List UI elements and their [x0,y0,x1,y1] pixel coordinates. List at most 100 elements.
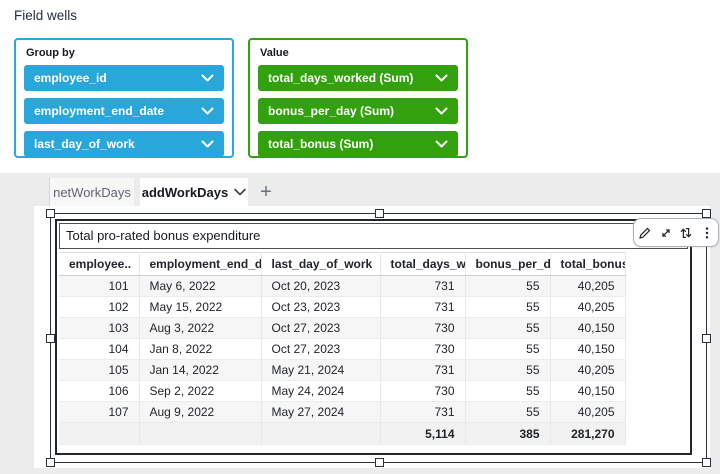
value-label: Value [260,47,289,59]
cell: 55 [465,338,551,360]
table-row: 106 Sep 2, 2022 May 24, 2024 730 55 40,1… [59,380,626,402]
totals-cell: 385 [465,422,551,445]
chevron-down-icon[interactable] [201,74,214,82]
cell: Jan 14, 2022 [139,359,262,381]
table-row: 105 Jan 14, 2022 May 21, 2024 731 55 40,… [59,359,626,381]
cell: May 21, 2024 [261,359,381,381]
cell: 731 [380,275,466,297]
edit-visual-button[interactable] [636,222,654,244]
cell: 105 [59,359,140,381]
pencil-icon [639,227,651,239]
table-row: 103 Aug 3, 2022 Oct 27, 2023 730 55 40,1… [59,317,626,339]
visual-selection-frame [46,209,711,467]
field-pill-bonus-per-day[interactable]: bonus_per_day (Sum) [258,98,458,124]
cell: Aug 9, 2022 [139,401,262,423]
column-header-employment-end-date[interactable]: employment_end_date [139,252,262,276]
field-pill-label: last_day_of_work [34,137,135,151]
selection-handle-bottom-right[interactable] [702,458,711,467]
swap-fields-button[interactable] [677,222,695,244]
sheet-tab-networkdays[interactable]: netWorkDays [49,178,134,206]
selection-handle-top-right[interactable] [702,209,711,218]
field-pill-last-day-of-work[interactable]: last_day_of_work [24,131,224,157]
totals-cell: 5,114 [380,422,466,445]
column-header-total-bonus[interactable]: total_bonus [550,252,626,276]
cell: May 6, 2022 [139,275,262,297]
selection-handle-middle-left[interactable] [46,334,55,343]
kebab-menu-icon [705,226,708,239]
cell: 40,150 [550,380,626,402]
chevron-down-icon[interactable] [201,140,214,148]
cell: May 15, 2022 [139,296,262,318]
selection-handle-middle-right[interactable] [702,334,711,343]
field-wells-heading: Field wells [14,8,78,23]
table-totals-row: 5,114 385 281,270 [59,422,626,445]
value-well: Value total_days_worked (Sum) bonus_per_… [248,38,468,158]
sheet-tab-label: netWorkDays [53,184,131,200]
field-pill-label: employee_id [34,71,107,85]
selection-handle-bottom-left[interactable] [46,458,55,467]
chevron-down-icon[interactable] [201,107,214,115]
maximize-visual-button[interactable] [657,222,675,244]
totals-cell: 281,270 [550,422,626,445]
selection-handle-top-left[interactable] [46,209,55,218]
cell: 731 [380,359,466,381]
column-header-employee-id[interactable]: employee.. [59,252,140,276]
maximize-icon [662,228,670,237]
cell: May 27, 2024 [261,401,381,423]
field-pill-total-bonus[interactable]: total_bonus (Sum) [258,131,458,157]
field-pill-employment-end-date[interactable]: employment_end_date [24,98,224,124]
selection-handle-bottom-middle[interactable] [374,458,384,467]
cell: 40,205 [550,401,626,423]
cell: May 24, 2024 [261,380,381,402]
table-row: 102 May 15, 2022 Oct 23, 2023 731 55 40,… [59,296,626,318]
cell: Jan 8, 2022 [139,338,262,360]
visual-menu-button[interactable] [698,222,716,244]
table-row: 104 Jan 8, 2022 Oct 27, 2023 730 55 40,1… [59,338,626,360]
cell: 107 [59,401,140,423]
field-pill-label: bonus_per_day (Sum) [268,104,395,118]
chevron-down-icon[interactable] [234,188,247,196]
table-visual[interactable]: Total pro-rated bonus expenditure employ… [55,219,692,455]
cell: Oct 23, 2023 [261,296,381,318]
cell: 730 [380,338,466,360]
totals-cell [59,422,140,445]
cell: 102 [59,296,140,318]
cell: 103 [59,317,140,339]
cell: 104 [59,338,140,360]
analysis-canvas: netWorkDays addWorkDays + Total pro-rate… [0,173,720,474]
sheet-tab-label: addWorkDays [141,184,229,200]
table-row: 101 May 6, 2022 Oct 20, 2023 731 55 40,2… [59,275,626,297]
cell: Oct 20, 2023 [261,275,381,297]
cell: 40,205 [550,275,626,297]
cell: Aug 3, 2022 [139,317,262,339]
column-header-bonus-per-day[interactable]: bonus_per_day [465,252,551,276]
add-sheet-button[interactable]: + [260,180,272,203]
cell: 55 [465,380,551,402]
visual-title[interactable]: Total pro-rated bonus expenditure [59,223,688,249]
cell: Sep 2, 2022 [139,380,262,402]
table-row: 107 Aug 9, 2022 May 27, 2024 731 55 40,2… [59,401,626,423]
column-header-last-day-of-work[interactable]: last_day_of_work [261,252,381,276]
cell: 40,150 [550,338,626,360]
cell: 730 [380,317,466,339]
pivot-table: employee.. employment_end_date last_day_… [59,252,626,445]
field-pill-employee-id[interactable]: employee_id [24,65,224,91]
cell: 55 [465,296,551,318]
column-header-total-days-worked[interactable]: total_days_worked [380,252,466,276]
cell: Oct 27, 2023 [261,338,381,360]
chevron-down-icon[interactable] [435,107,448,115]
field-pill-total-days-worked[interactable]: total_days_worked (Sum) [258,65,458,91]
swap-arrows-icon [680,227,692,238]
group-by-label: Group by [26,47,75,59]
cell: 55 [465,275,551,297]
chevron-down-icon[interactable] [435,74,448,82]
cell: 55 [465,359,551,381]
field-pill-label: total_bonus (Sum) [268,137,374,151]
chevron-down-icon[interactable] [435,140,448,148]
cell: 55 [465,401,551,423]
selection-handle-top-middle[interactable] [374,209,384,218]
cell: 731 [380,296,466,318]
sheet-tab-addworkdays[interactable]: addWorkDays [140,178,248,206]
cell: 55 [465,317,551,339]
